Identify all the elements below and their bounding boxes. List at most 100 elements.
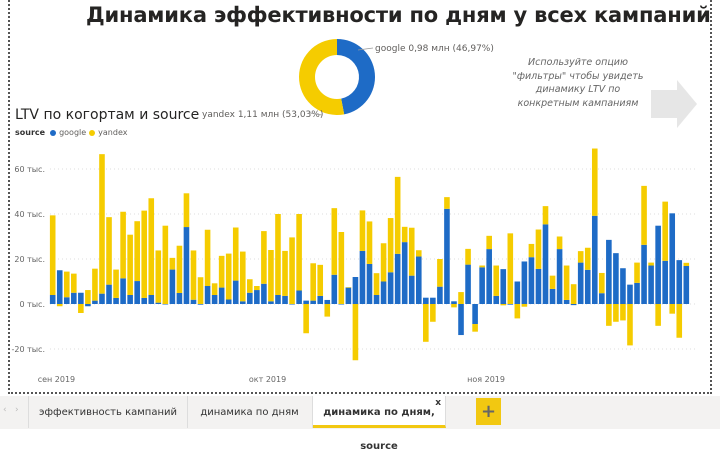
bar-yandex[interactable]	[676, 304, 683, 338]
bar-yandex[interactable]	[451, 304, 457, 308]
bar-google[interactable]	[78, 292, 84, 304]
bar-google[interactable]	[289, 304, 295, 305]
bar-google[interactable]	[669, 213, 676, 304]
bar-yandex[interactable]	[275, 214, 281, 295]
bar-google[interactable]	[218, 287, 225, 304]
bar-google[interactable]	[99, 293, 105, 304]
bar-google[interactable]	[423, 297, 429, 304]
bar-google[interactable]	[380, 281, 387, 305]
bar-google[interactable]	[563, 299, 570, 304]
bar-yandex[interactable]	[465, 248, 471, 265]
bar-yandex[interactable]	[141, 210, 148, 298]
bar-google[interactable]	[183, 227, 190, 304]
bar-yandex[interactable]	[514, 304, 521, 319]
bar-yandex[interactable]	[49, 215, 56, 295]
bar-google[interactable]	[458, 304, 464, 336]
bar-google[interactable]	[92, 300, 98, 304]
bar-google[interactable]	[648, 265, 654, 304]
bar-yandex[interactable]	[528, 243, 535, 258]
bar-google[interactable]	[303, 300, 309, 304]
bar-google[interactable]	[472, 304, 478, 325]
bar-yandex[interactable]	[155, 250, 162, 303]
bar-google[interactable]	[141, 297, 148, 304]
bar-google[interactable]	[232, 280, 239, 304]
bar-google[interactable]	[106, 284, 112, 304]
bar-google[interactable]	[493, 295, 500, 304]
bar-yandex[interactable]	[648, 262, 654, 266]
bar-yandex[interactable]	[148, 198, 155, 295]
bar-google[interactable]	[486, 249, 492, 304]
bar-yandex[interactable]	[120, 211, 126, 279]
bar-yandex[interactable]	[239, 251, 246, 302]
bar-google[interactable]	[415, 256, 422, 304]
bar-yandex[interactable]	[78, 304, 84, 313]
bar-google[interactable]	[204, 286, 211, 304]
bar-google[interactable]	[584, 269, 591, 304]
bar-google[interactable]	[599, 293, 605, 304]
bar-yandex[interactable]	[106, 217, 112, 285]
bar-yandex[interactable]	[113, 269, 119, 298]
bar-yandex[interactable]	[373, 273, 380, 295]
bar-google[interactable]	[282, 295, 288, 304]
bar-yandex[interactable]	[584, 247, 591, 270]
bar-google[interactable]	[296, 290, 302, 305]
bar-google[interactable]	[528, 257, 535, 304]
bar-google[interactable]	[127, 295, 133, 304]
bar-yandex[interactable]	[71, 273, 77, 293]
bar-google[interactable]	[465, 264, 471, 304]
bar-google[interactable]	[627, 284, 633, 304]
bar-yandex[interactable]	[92, 268, 98, 301]
bar-yandex[interactable]	[261, 231, 267, 284]
bar-yandex[interactable]	[204, 229, 211, 286]
bar-google[interactable]	[683, 265, 690, 304]
bar-yandex[interactable]	[563, 265, 570, 300]
bar-yandex[interactable]	[85, 290, 91, 304]
bar-google[interactable]	[500, 269, 507, 304]
bar-yandex[interactable]	[197, 277, 204, 304]
bar-yandex[interactable]	[63, 271, 70, 298]
bar-google[interactable]	[366, 263, 373, 304]
bar-yandex[interactable]	[394, 176, 401, 254]
bar-google[interactable]	[521, 261, 528, 304]
bar-google[interactable]	[387, 272, 394, 304]
bar-google[interactable]	[162, 304, 169, 305]
bar-google[interactable]	[324, 299, 331, 304]
bar-google[interactable]	[676, 260, 683, 304]
bar-yandex[interactable]	[99, 154, 105, 294]
bar-yandex[interactable]	[430, 304, 436, 322]
bar-google[interactable]	[655, 225, 661, 304]
add-page-button[interactable]: +	[476, 398, 501, 425]
bar-google[interactable]	[373, 295, 380, 304]
bar-google[interactable]	[352, 277, 359, 304]
bar-yandex[interactable]	[549, 275, 556, 289]
bar-yandex[interactable]	[486, 235, 492, 250]
bar-yandex[interactable]	[401, 226, 408, 243]
bar-yandex[interactable]	[683, 262, 690, 266]
bar-google[interactable]	[268, 301, 274, 304]
bar-google[interactable]	[662, 260, 668, 304]
bar-yandex[interactable]	[296, 214, 302, 291]
bar-google[interactable]	[113, 297, 119, 304]
bar-yandex[interactable]	[437, 259, 443, 287]
bar-google[interactable]	[359, 250, 366, 304]
bar-google[interactable]	[451, 301, 457, 304]
bar-yandex[interactable]	[162, 225, 169, 304]
legend-yandex[interactable]: yandex	[98, 128, 128, 137]
bar-google[interactable]	[120, 278, 126, 304]
bar-yandex[interactable]	[380, 243, 387, 282]
bar-google[interactable]	[338, 304, 345, 305]
bar-yandex[interactable]	[458, 292, 464, 304]
bar-google[interactable]	[197, 304, 204, 305]
bar-yandex[interactable]	[387, 218, 394, 273]
bar-yandex[interactable]	[479, 265, 485, 268]
bar-google[interactable]	[549, 288, 556, 304]
donut-slice-yandex[interactable]	[299, 39, 345, 115]
bar-yandex[interactable]	[289, 237, 295, 304]
bar-yandex[interactable]	[444, 197, 450, 209]
bar-google[interactable]	[401, 242, 408, 304]
bar-yandex[interactable]	[613, 304, 619, 322]
bar-google[interactable]	[190, 299, 197, 304]
bar-google[interactable]	[63, 297, 70, 304]
bar-google[interactable]	[275, 295, 281, 304]
tab-daily-dynamics[interactable]: динамика по дням	[187, 396, 313, 428]
